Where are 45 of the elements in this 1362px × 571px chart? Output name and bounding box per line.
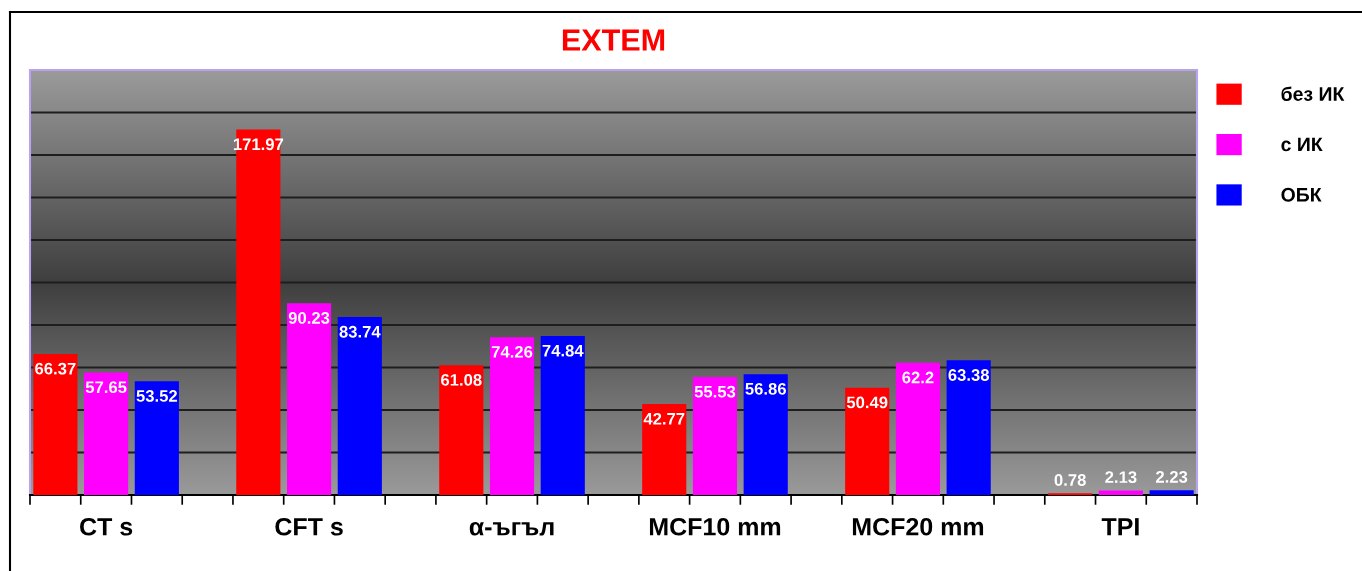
data-label: 61.08 — [441, 373, 482, 386]
data-label: 66.37 — [35, 362, 76, 375]
bar — [134, 381, 179, 495]
x-tick-label: TPI — [1101, 518, 1139, 536]
data-label: 0.78 — [1054, 474, 1086, 486]
bar — [946, 360, 991, 495]
legend-label: без ИК — [1281, 86, 1345, 101]
x-tick-label: α-ъгъл — [469, 521, 554, 536]
data-label: 63.38 — [948, 369, 990, 381]
x-tick-label: MCF10 mm — [649, 517, 781, 536]
bar — [1098, 490, 1143, 495]
bar — [489, 337, 535, 495]
legend-label: с ИК — [1281, 137, 1323, 152]
data-label: 2.13 — [1105, 471, 1137, 484]
x-tick-label: CT s — [80, 517, 133, 536]
bar — [84, 372, 129, 495]
bar — [236, 129, 281, 495]
data-label: 42.77 — [643, 412, 685, 425]
legend-label: ОБК — [1281, 187, 1322, 202]
bar — [33, 353, 78, 495]
data-label: 56.86 — [745, 382, 786, 395]
data-label: 90.23 — [288, 312, 330, 324]
data-label: 74.26 — [491, 345, 533, 358]
data-label: 2.23 — [1155, 471, 1188, 483]
data-label: 53.52 — [136, 390, 178, 402]
x-tick-label: MCF20 mm — [852, 517, 984, 536]
bar — [895, 362, 941, 495]
data-label: 50.49 — [846, 396, 888, 409]
data-label: 62.2 — [902, 371, 934, 384]
bar — [439, 365, 484, 495]
bar — [743, 374, 788, 495]
x-tick-label: CFT s — [275, 517, 343, 536]
bar — [845, 387, 890, 495]
bar — [540, 335, 585, 495]
bar — [337, 317, 382, 495]
data-label: 83.74 — [339, 325, 381, 338]
chart-title: EXTEM — [562, 29, 665, 51]
bar — [286, 303, 332, 495]
data-label: 171.97 — [233, 138, 284, 151]
bar — [692, 377, 738, 495]
data-label: 74.84 — [542, 344, 584, 357]
data-label: 57.65 — [85, 381, 127, 394]
bar — [642, 404, 687, 495]
data-label: 55.53 — [694, 385, 736, 398]
bar — [1149, 490, 1194, 495]
